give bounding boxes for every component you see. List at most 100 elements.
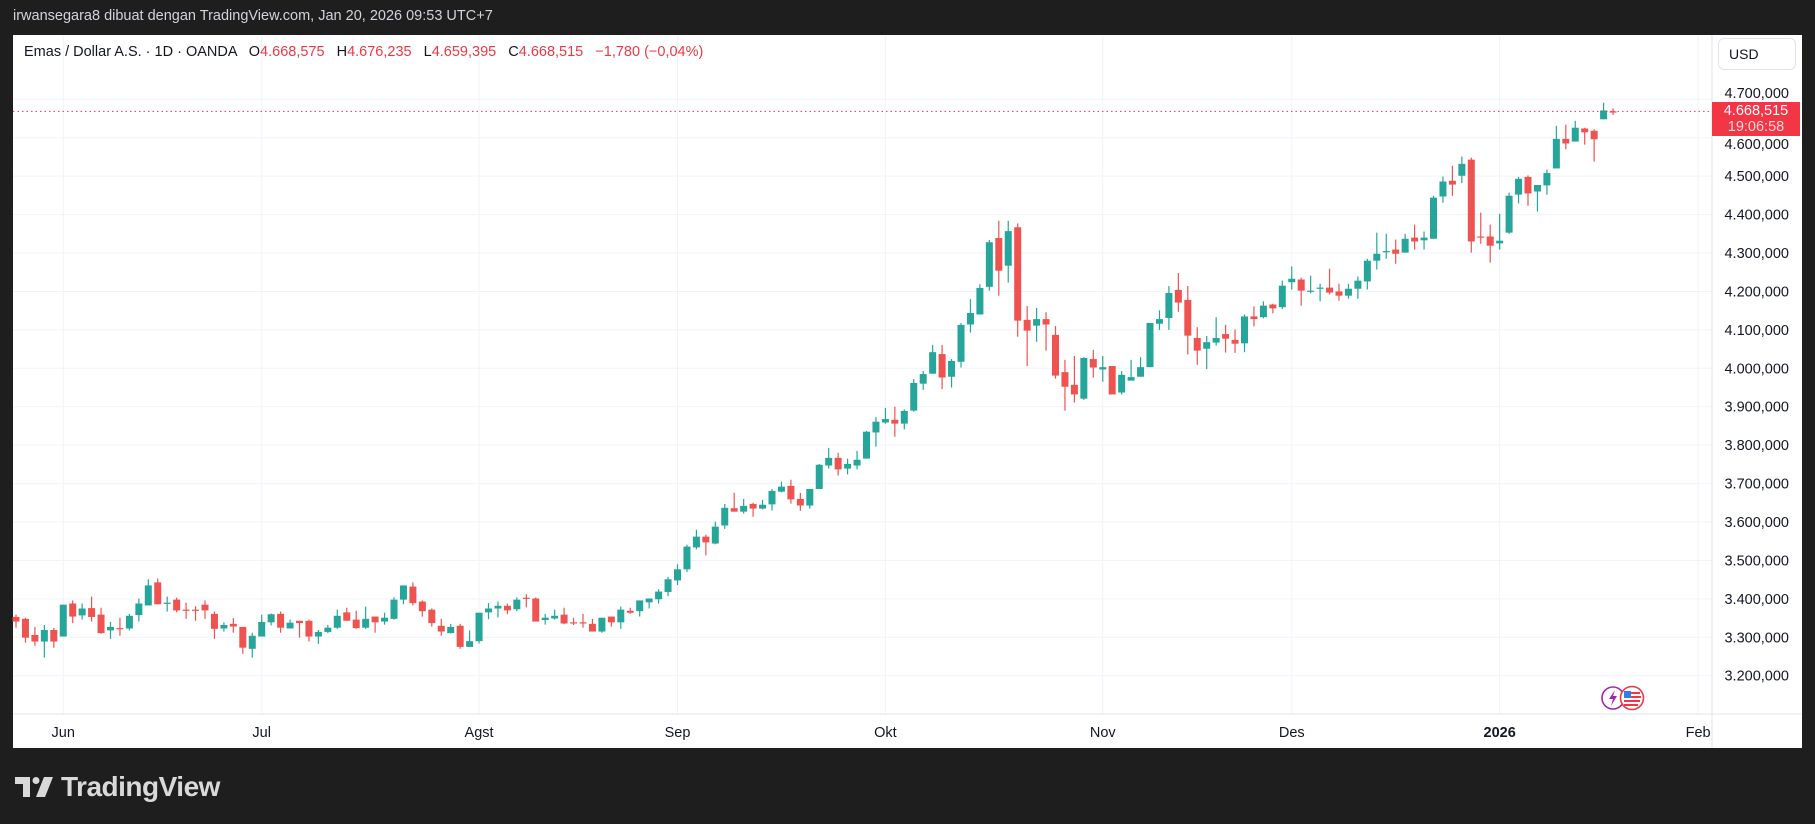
candle [1335,283,1343,301]
candle-body [1241,316,1248,344]
price-tick-label: 4.300,000 [1724,246,1789,262]
candle-body [900,410,908,424]
candle-body [305,620,313,637]
time-tick-label: Jul [252,725,271,741]
candle [1288,266,1296,290]
candle-body [1061,372,1069,387]
candle [844,458,852,475]
candle-body [1278,285,1286,308]
candle-body [1562,138,1570,144]
candle [173,597,181,613]
candle-body [381,617,389,622]
candle [872,417,880,447]
candle [674,564,681,586]
candle [352,610,360,629]
candle-body [1335,291,1343,296]
candle-body [343,612,351,621]
candle [1392,239,1400,264]
candle-body [1137,367,1145,377]
candle [1174,272,1182,312]
candle-body [806,488,814,506]
candle [1052,326,1059,379]
candle-body [1552,138,1560,169]
candle-body [588,623,596,632]
gridlines [13,35,1712,714]
candle [1307,275,1315,294]
candle [12,614,20,628]
candle [1222,324,1230,353]
candle [1070,356,1078,403]
change-value: −1,780 (−0,04%) [595,44,704,60]
candle-body [579,622,587,624]
candle [617,606,625,629]
candle [494,601,502,618]
price-tick-label: 3.400,000 [1724,592,1789,608]
high-label: H [336,44,348,60]
candle [466,630,474,647]
price-tick-label: 4.600,000 [1724,137,1789,153]
candle [220,622,228,632]
candle [362,606,370,629]
candle [418,600,426,617]
candle-body [1023,319,1031,331]
candle [598,617,606,633]
footer-brand: TradingView [15,771,220,802]
candle-body [872,421,880,433]
candle [314,630,322,644]
currency-button[interactable]: USD [1718,38,1796,70]
candle [607,616,615,627]
candle-body [1543,173,1551,186]
candle-body [1609,111,1617,113]
candle [655,589,663,604]
candle [78,603,86,620]
candle [834,452,842,476]
candle [938,344,946,390]
candle [1363,258,1371,290]
candle-body [966,312,974,325]
candle-body [655,591,663,600]
candle [1600,102,1608,120]
last-price-label: 4.668,515 19:06:58 [1712,102,1800,136]
candle-body [1108,365,1116,395]
candle-body [277,613,285,628]
candle-body [910,382,918,411]
candle-body [1581,128,1589,133]
symbol-title[interactable]: Emas / Dollar A.S. · 1D · OANDA [24,44,237,60]
candle [1552,125,1560,169]
candle [1099,356,1107,382]
candle-body [1420,237,1428,241]
candle-body [1363,260,1371,282]
candle-body [1307,290,1315,292]
candle [900,409,908,430]
candle [1430,195,1437,239]
candle [1581,127,1589,145]
candle [664,576,672,597]
candle-body [182,609,190,611]
candles [12,102,1617,658]
candle [740,498,748,514]
candle [21,617,29,643]
candle [437,618,445,636]
candle [522,594,530,608]
time-tick-label: Feb [1686,725,1711,741]
candle [144,579,152,606]
candle [815,463,823,489]
candle [1269,303,1277,314]
candle [881,407,889,424]
candle [1241,314,1248,353]
candle-body [919,374,927,384]
candle-body [1411,237,1419,242]
bar-countdown: 19:06:58 [1727,119,1785,135]
candle-body [1118,374,1126,393]
candle [201,600,209,619]
candle-body [645,598,653,603]
high-value: 4.676,235 [347,44,412,60]
candle [485,603,492,620]
us-flag-icon[interactable] [1619,685,1645,711]
price-tick-label: 3.500,000 [1724,553,1789,569]
candle [532,597,540,622]
candle [560,607,568,625]
candle-body [692,536,700,548]
candle-body [721,507,729,526]
